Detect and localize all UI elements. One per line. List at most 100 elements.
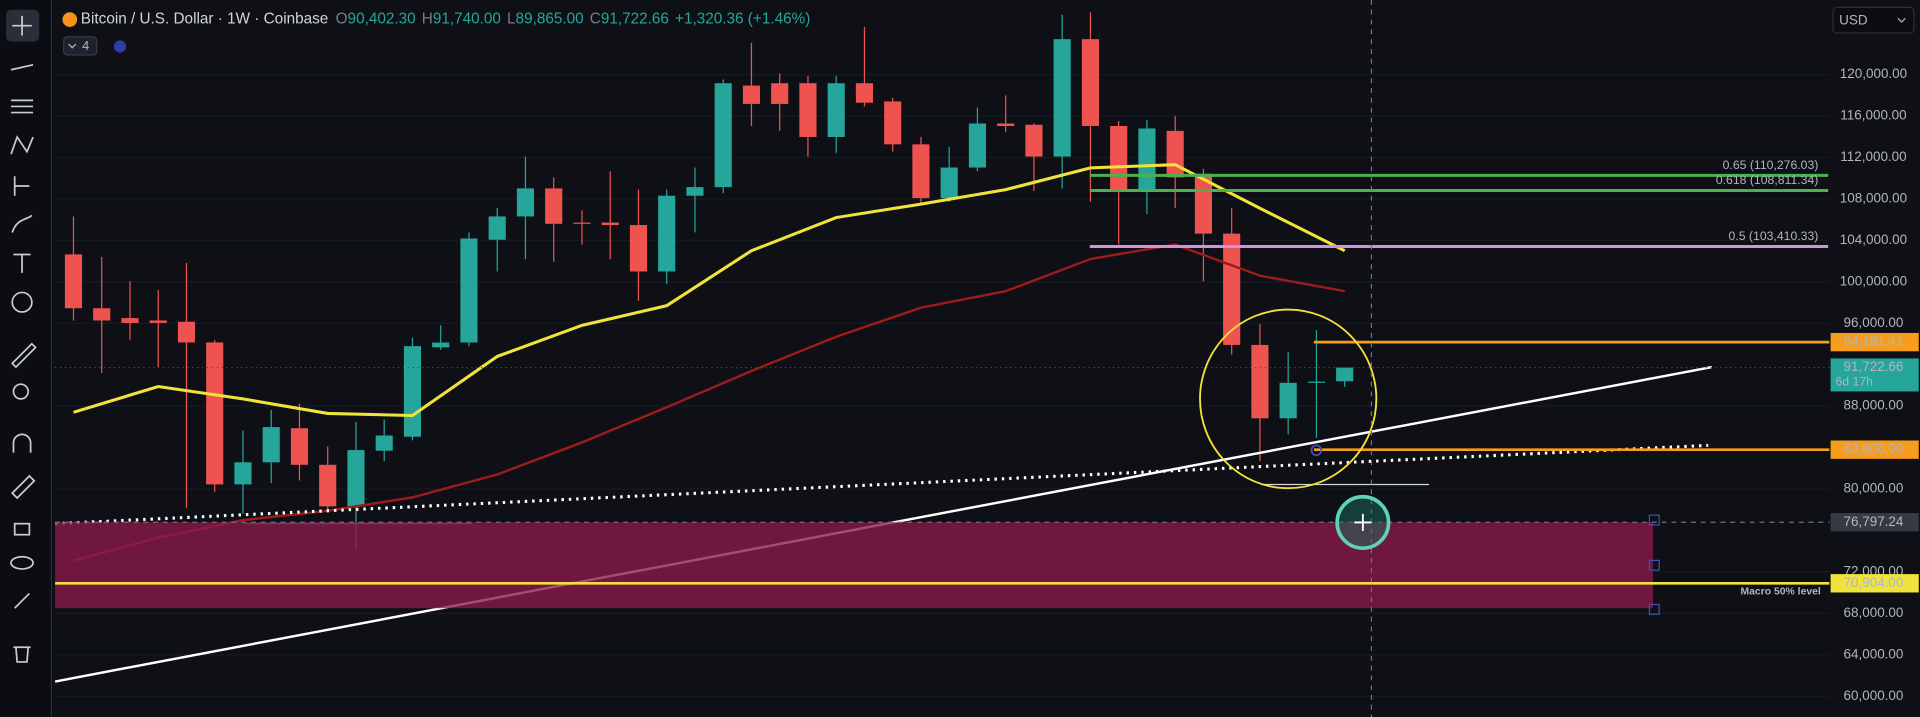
candle-body <box>1223 233 1241 345</box>
candle-body <box>488 216 506 240</box>
candle-body <box>799 83 817 137</box>
fib-label: 0.5 (103,410.33) <box>1729 229 1819 243</box>
candle-body <box>1279 382 1297 419</box>
toolbar <box>0 0 53 717</box>
ohlc-value: 89,865.00 <box>516 11 584 28</box>
candle-body <box>1025 124 1043 157</box>
indicators-badge[interactable] <box>63 36 98 56</box>
axis-label: 91,722.66 <box>1844 359 1904 374</box>
projection-tool[interactable] <box>13 176 30 196</box>
symbol: Bitcoin / U.S. Dollar · 1W · Coinbase <box>81 11 328 28</box>
candle-body <box>573 222 591 224</box>
zoom-tool[interactable] <box>12 383 30 400</box>
candle-body <box>658 195 676 272</box>
currency-select[interactable] <box>1832 6 1915 34</box>
delete-tool[interactable] <box>13 646 31 663</box>
axis-label-bg <box>1830 332 1919 352</box>
collapse-icon <box>68 43 77 49</box>
candle-body <box>912 144 930 199</box>
candle-body <box>940 167 958 199</box>
line-tool[interactable] <box>10 64 34 71</box>
candle-body <box>1336 367 1354 382</box>
candle-body <box>403 346 422 437</box>
toolbar-bg <box>0 0 52 717</box>
y-tick-label: 80,000.00 <box>1844 481 1904 496</box>
candle-body <box>884 101 902 145</box>
y-tick-label: 64,000.00 <box>1844 646 1904 661</box>
candle-body <box>629 225 648 272</box>
lock-tool[interactable] <box>13 522 31 536</box>
ohlc-key: C <box>590 11 601 28</box>
plot <box>55 12 1830 697</box>
axis-label-bg <box>1830 440 1919 459</box>
zone <box>55 522 1654 609</box>
candle-body <box>1166 130 1184 178</box>
link-tool[interactable] <box>14 592 30 609</box>
candle-body <box>827 83 845 137</box>
candle-body <box>855 83 874 103</box>
candle-body <box>1081 39 1100 126</box>
brush-tool[interactable] <box>11 214 33 233</box>
fib-tool[interactable] <box>11 99 34 114</box>
candle-body <box>714 83 732 188</box>
fib-label: 0.65 (110,276.03) <box>1723 158 1819 172</box>
emoji-tool[interactable] <box>11 291 33 313</box>
magnet-tool[interactable] <box>12 433 32 453</box>
y-tick-label: 88,000.00 <box>1844 398 1904 413</box>
countdown: 6d 17h <box>1836 375 1874 389</box>
candle-body <box>93 308 111 321</box>
ohlc-key: H <box>422 11 433 28</box>
candle-body <box>177 321 196 343</box>
candle-body <box>1194 173 1212 234</box>
moving-average <box>73 243 1345 562</box>
candle-body <box>516 188 535 217</box>
draw-mode-tool[interactable] <box>11 474 36 500</box>
candle-body <box>1110 125 1128 191</box>
candle-body <box>234 462 252 485</box>
y-tick-label: 60,000.00 <box>1844 688 1904 703</box>
crosshair-tool[interactable] <box>12 15 32 36</box>
axis-label: 83,800.00 <box>1844 441 1904 456</box>
candle-body <box>771 83 789 104</box>
indicators-count: 4 <box>82 38 89 53</box>
price-line-note: Macro 50% level <box>1740 587 1820 598</box>
ohlc-value: 90,402.30 <box>348 11 416 28</box>
candle-body <box>686 187 704 196</box>
axis-label-bg <box>1830 513 1919 532</box>
y-tick-label: 108,000.00 <box>1840 191 1907 206</box>
candle-body <box>968 123 987 168</box>
ohlc-value: 91,722.66 <box>601 11 669 28</box>
hide-tool[interactable] <box>10 555 34 570</box>
candle-body <box>997 123 1015 126</box>
y-tick-label: 116,000.00 <box>1840 108 1906 123</box>
pattern-tool[interactable] <box>10 135 34 155</box>
candle-body <box>1251 344 1269 419</box>
overlay: 60,000.0064,000.0068,000.0072,000.0080,0… <box>55 66 1919 703</box>
y-tick-label: 120,000.00 <box>1840 66 1907 81</box>
axis-label: 94,181.41 <box>1844 334 1904 349</box>
candle-body <box>1053 39 1071 157</box>
ruler-tool[interactable] <box>11 342 37 369</box>
axis-label: 70,904.00 <box>1844 575 1904 590</box>
y-tick-label: 104,000.00 <box>1840 232 1907 247</box>
anchor-point <box>1310 444 1323 457</box>
axis-label: 76,797.24 <box>1844 514 1904 529</box>
candle-body <box>206 342 224 485</box>
legend-line: Bitcoin / U.S. Dollar · 1W · Coinbase O90… <box>81 11 811 28</box>
fib-label: 0.618 (108,811.34) <box>1716 173 1819 187</box>
candle-body <box>319 464 337 507</box>
ohlc-key: O <box>336 11 348 28</box>
moving-average <box>73 163 1346 418</box>
candle-body <box>601 222 619 226</box>
y-tick-label: 100,000.00 <box>1840 273 1907 288</box>
text-tool[interactable] <box>13 253 31 273</box>
annotations <box>1199 0 1660 717</box>
header: Bitcoin / U.S. Dollar · 1W · Coinbase O90… <box>62 6 1915 56</box>
candle-body <box>262 427 280 463</box>
y-tick-label: 68,000.00 <box>1844 605 1904 620</box>
anchor-point <box>1648 559 1660 571</box>
highlight-circle <box>1199 308 1378 490</box>
change: +1,320.36 (+1.46%) <box>675 11 810 28</box>
symbol-logo <box>62 12 78 27</box>
